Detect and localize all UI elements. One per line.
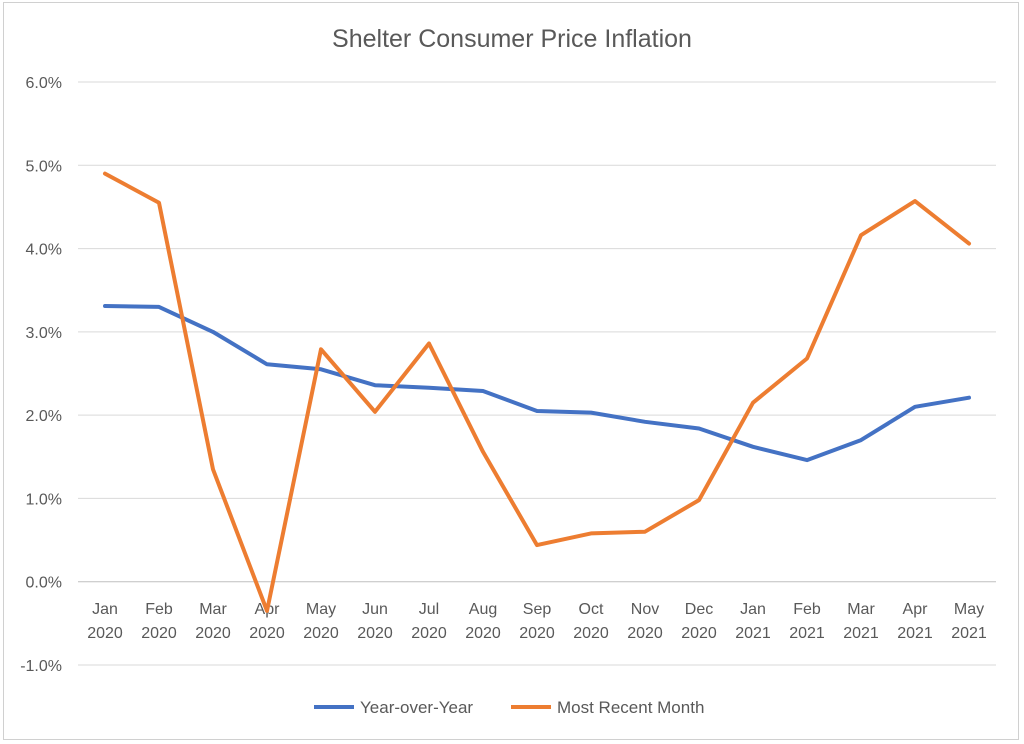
y-tick-label: 0.0%	[26, 575, 62, 592]
y-tick-label: 6.0%	[26, 75, 62, 92]
chart-title: Shelter Consumer Price Inflation	[332, 25, 692, 53]
x-tick-month: Jun	[362, 601, 388, 618]
chart-frame	[3, 2, 1019, 740]
x-tick-year: 2020	[681, 625, 717, 642]
x-tick-label: Oct 2020	[573, 601, 609, 642]
x-tick-label: Feb 2021	[789, 601, 825, 642]
x-tick-label: Aug 2020	[465, 601, 501, 642]
x-tick-label: May 2021	[951, 601, 987, 642]
x-tick-year: 2020	[249, 625, 285, 642]
x-tick-label: Mar 2020	[195, 601, 231, 642]
legend: Year-over-Year Most Recent Month	[314, 698, 704, 717]
x-tick-label: May 2020	[303, 601, 339, 642]
x-tick-year: 2021	[897, 625, 933, 642]
x-tick-label: Jun 2020	[357, 601, 393, 642]
x-tick-year: 2020	[465, 625, 501, 642]
x-tick-label: Mar 2021	[843, 601, 879, 642]
x-tick-year: 2020	[195, 625, 231, 642]
x-tick-month: May	[954, 601, 984, 618]
legend-item: Year-over-Year	[314, 698, 473, 717]
x-tick-month: Dec	[685, 601, 713, 618]
x-tick-month: Nov	[631, 601, 659, 618]
x-tick-month: Apr	[903, 601, 929, 618]
x-tick-year: 2020	[411, 625, 447, 642]
x-tick-year: 2020	[627, 625, 663, 642]
x-tick-label: Dec 2020	[681, 601, 717, 642]
x-tick-label: Sep 2020	[519, 601, 555, 642]
x-tick-label: Nov 2020	[627, 601, 663, 642]
x-tick-month: Jan	[92, 601, 118, 618]
x-tick-year: 2021	[951, 625, 987, 642]
x-tick-month: May	[306, 601, 336, 618]
x-tick-year: 2021	[735, 625, 771, 642]
x-tick-month: Sep	[523, 601, 552, 618]
y-tick-label: 3.0%	[26, 325, 62, 342]
x-tick-month: Oct	[579, 601, 604, 618]
x-tick-year: 2021	[843, 625, 879, 642]
gridlines	[78, 81, 996, 666]
x-tick-month: Feb	[793, 601, 821, 618]
y-tick-label: 4.0%	[26, 242, 62, 259]
series-line-most-recent-month	[103, 171, 971, 613]
y-tick-label: -1.0%	[20, 658, 62, 675]
legend-label: Year-over-Year	[360, 698, 473, 717]
y-axis: 6.0% 5.0% 4.0% 3.0% 2.0% 1.0% 0.0% -1.0%	[20, 75, 62, 675]
x-tick-label: Jul 2020	[411, 601, 447, 642]
x-axis: Jan 2020 Feb 2020 Mar 2020 Apr 2020 May 2020 Jun 20…	[87, 601, 987, 642]
x-tick-label: Jan 2021	[735, 601, 771, 642]
x-tick-month: Aug	[469, 601, 497, 618]
x-tick-year: 2020	[519, 625, 555, 642]
x-tick-label: Jan 2020	[87, 601, 123, 642]
x-tick-label: Apr 2021	[897, 601, 933, 642]
y-tick-label: 2.0%	[26, 408, 62, 425]
x-tick-year: 2020	[357, 625, 393, 642]
x-tick-month: Jul	[419, 601, 439, 618]
y-tick-label: 5.0%	[26, 158, 62, 175]
x-tick-month: Mar	[847, 601, 875, 618]
legend-label: Most Recent Month	[557, 698, 704, 717]
x-tick-year: 2020	[573, 625, 609, 642]
x-tick-year: 2020	[303, 625, 339, 642]
x-tick-year: 2020	[87, 625, 123, 642]
legend-item: Most Recent Month	[511, 698, 704, 717]
series-group	[103, 171, 971, 613]
x-tick-month: Jan	[740, 601, 766, 618]
x-tick-label: Feb 2020	[141, 601, 177, 642]
x-tick-year: 2020	[141, 625, 177, 642]
series-line-year-over-year	[103, 304, 971, 463]
y-tick-label: 1.0%	[26, 491, 62, 508]
x-tick-year: 2021	[789, 625, 825, 642]
x-tick-month: Mar	[199, 601, 227, 618]
x-tick-month: Feb	[145, 601, 173, 618]
